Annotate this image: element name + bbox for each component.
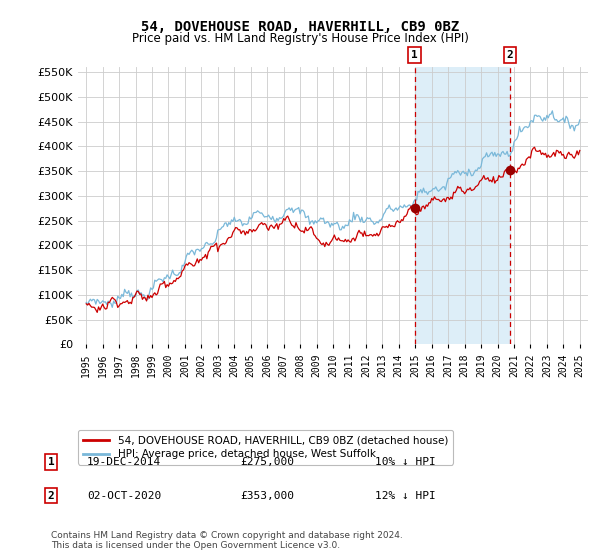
Text: £353,000: £353,000 <box>240 491 294 501</box>
Legend: 54, DOVEHOUSE ROAD, HAVERHILL, CB9 0BZ (detached house), HPI: Average price, det: 54, DOVEHOUSE ROAD, HAVERHILL, CB9 0BZ (… <box>78 430 453 465</box>
Text: £275,000: £275,000 <box>240 457 294 467</box>
Text: 1: 1 <box>411 50 418 60</box>
Text: 02-OCT-2020: 02-OCT-2020 <box>87 491 161 501</box>
Bar <box>415 67 510 344</box>
Text: 1: 1 <box>47 457 55 467</box>
Text: 54, DOVEHOUSE ROAD, HAVERHILL, CB9 0BZ: 54, DOVEHOUSE ROAD, HAVERHILL, CB9 0BZ <box>141 20 459 34</box>
Text: 19-DEC-2014: 19-DEC-2014 <box>87 457 161 467</box>
Text: 12% ↓ HPI: 12% ↓ HPI <box>375 491 436 501</box>
Text: 2: 2 <box>47 491 55 501</box>
Text: Price paid vs. HM Land Registry's House Price Index (HPI): Price paid vs. HM Land Registry's House … <box>131 32 469 45</box>
Text: Contains HM Land Registry data © Crown copyright and database right 2024.
This d: Contains HM Land Registry data © Crown c… <box>51 531 403 550</box>
Text: 10% ↓ HPI: 10% ↓ HPI <box>375 457 436 467</box>
Text: 2: 2 <box>506 50 513 60</box>
